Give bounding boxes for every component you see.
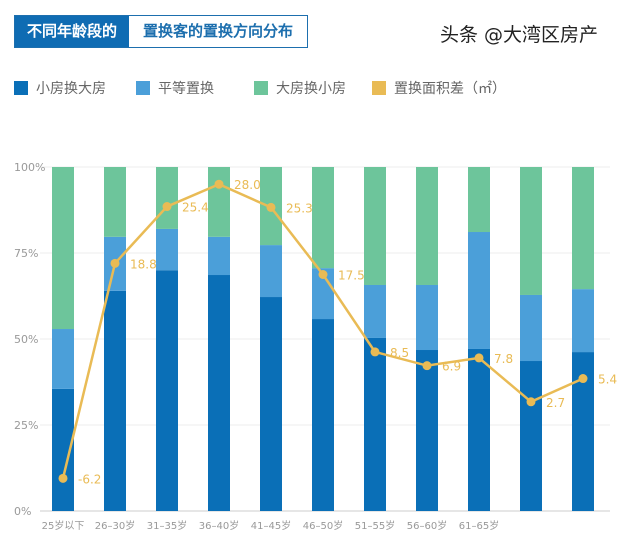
bar-segment (520, 294, 542, 362)
bar-segment (312, 167, 334, 269)
data-label: -6.2 (78, 472, 101, 486)
legend-item-area-diff: 置换面积差（㎡） (372, 78, 506, 98)
legend-swatch (136, 81, 150, 95)
bar-segment (208, 167, 230, 237)
bar-segment (364, 167, 386, 285)
title-part2: 置换客的置换方向分布 (129, 16, 308, 47)
legend-label: 置换面积差（㎡） (394, 81, 506, 97)
line-point (474, 353, 484, 363)
data-label: 28.0 (234, 178, 261, 192)
legend-item-small-to-big: 小房换大房 (14, 78, 136, 98)
bar-segment (104, 167, 126, 237)
bar-segment (52, 329, 74, 389)
x-tick-label: 46–50岁 (303, 519, 343, 532)
bar-segment (208, 236, 230, 276)
legend-label: 大房换小房 (276, 81, 346, 97)
bar-segment (260, 245, 282, 298)
watermark: 头条 @大湾区房产 (440, 24, 599, 46)
y-tick-label: 75% (14, 247, 38, 260)
line-point (370, 347, 380, 357)
bar-segment (104, 290, 126, 511)
bar-segment (364, 284, 386, 338)
bar-segment (416, 284, 438, 351)
y-tick-label: 25% (14, 419, 38, 432)
legend: 小房换大房 平等置换 大房换小房 置换面积差（㎡） (14, 78, 506, 98)
title-part1: 不同年龄段的 (15, 16, 130, 47)
bar-segment (468, 348, 490, 511)
data-label: 25.4 (182, 201, 209, 215)
line-point (58, 473, 68, 483)
data-label: 5.4 (598, 373, 617, 387)
y-tick-label: 100% (14, 161, 45, 174)
line-point (422, 361, 432, 371)
line-point (318, 270, 328, 279)
legend-label: 平等置换 (158, 81, 214, 97)
legend-swatch (372, 81, 386, 95)
bar-segment (468, 232, 490, 349)
bar-segment (572, 289, 594, 353)
y-tick-label: 50% (14, 333, 38, 346)
data-label: 17.5 (338, 269, 365, 283)
data-label: 25.3 (286, 201, 313, 215)
bar-segment (364, 337, 386, 511)
bar-segment (416, 350, 438, 511)
bar-segment (156, 228, 178, 271)
y-tick-label: 0% (14, 505, 31, 518)
x-tick-label: 61–65岁 (459, 519, 499, 532)
data-label: 8.5 (390, 346, 409, 360)
line-point (578, 374, 588, 384)
bar-segment (572, 352, 594, 511)
legend-label: 小房换大房 (36, 81, 106, 97)
x-tick-label: 26–30岁 (95, 519, 135, 532)
bar-segment (156, 167, 178, 229)
bar-segment (52, 388, 74, 511)
line-point (162, 202, 172, 212)
bar-segment (520, 167, 542, 295)
data-label: 2.7 (546, 396, 565, 410)
data-label: 18.8 (130, 257, 157, 271)
x-tick-label: 25岁以下 (42, 519, 85, 532)
bar-segment (52, 167, 74, 330)
bar-segment (312, 319, 334, 511)
bar-segment (260, 297, 282, 511)
x-tick-label: 36–40岁 (199, 519, 239, 532)
legend-swatch (254, 81, 268, 95)
legend-item-big-to-small: 大房换小房 (254, 78, 372, 98)
bar-segment (468, 167, 490, 233)
line-point (526, 397, 536, 407)
bar-segment (520, 361, 542, 511)
data-label: 7.8 (494, 352, 513, 366)
x-tick-label: 41–45岁 (251, 519, 291, 532)
x-tick-label: 31–35岁 (147, 519, 187, 532)
data-label: 6.9 (442, 360, 461, 374)
line-point (266, 202, 276, 212)
bar-segment (416, 167, 438, 285)
chart-title: 不同年龄段的 置换客的置换方向分布 (14, 15, 309, 48)
bar-segment (208, 275, 230, 511)
x-tick-label: 51–55岁 (355, 519, 395, 532)
bar-segment (572, 167, 594, 290)
line-point (214, 179, 224, 189)
line-point (110, 258, 120, 268)
legend-item-equal: 平等置换 (136, 78, 254, 98)
bar-segment (156, 270, 178, 511)
legend-swatch (14, 81, 28, 95)
x-tick-label: 56–60岁 (407, 519, 447, 532)
